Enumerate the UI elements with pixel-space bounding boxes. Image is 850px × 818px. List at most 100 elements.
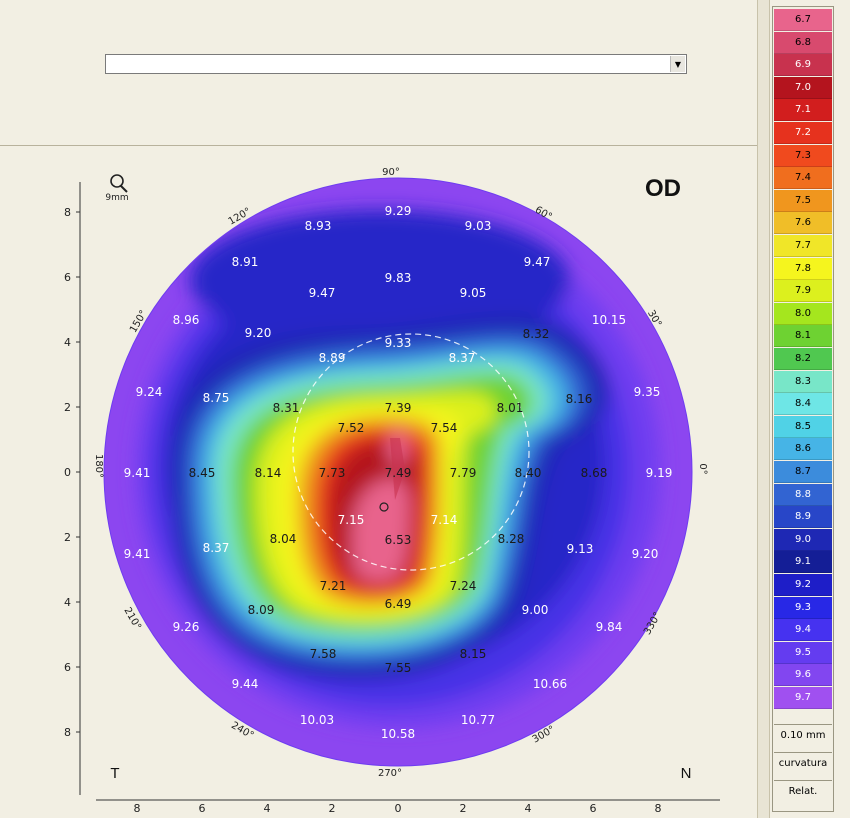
x-tick-label: 4 [525,802,532,815]
scale-swatch: 7.7 [774,235,832,257]
scale-swatch: 6.8 [774,31,832,54]
curvature-value: 8.93 [305,219,332,233]
relative-button[interactable]: Relat. [774,780,832,802]
scale-swatch: 8.4 [774,393,832,416]
curvature-value: 9.13 [567,542,594,556]
curvature-value: 7.52 [338,421,365,435]
curvature-values: 9.29 8.93 9.03 8.91 9.83 9.47 9.47 9.05 8.96 10.1… [124,204,673,741]
pupil-center-marker [379,502,389,512]
chevron-down-icon[interactable]: ▼ [670,56,685,72]
scale-swatch: 6.9 [774,54,832,77]
curvature-value: 9.33 [385,336,412,350]
curvature-value: 7.55 [385,661,412,675]
curvature-value: 8.91 [232,255,259,269]
scale-swatch: 8.0 [774,302,832,325]
angle-label: 180° [93,454,104,478]
scale-swatch: 7.4 [774,167,832,190]
curvature-value: 8.01 [497,401,524,415]
curvature-value: 8.75 [203,391,230,405]
scale-swatch: 7.9 [774,280,832,303]
window-edge [836,0,850,818]
curvature-value: 9.03 [465,219,492,233]
panel-divider [757,0,770,818]
scale-swatch: 7.1 [774,99,832,122]
curvature-value: 8.04 [270,532,297,546]
y-tick-label: 8 [64,206,71,219]
curvature-value: 8.37 [203,541,230,555]
curvature-value: 8.40 [515,466,542,480]
scale-swatch: 7.2 [774,122,832,144]
scale-swatch: 9.5 [774,641,832,664]
topography-panel: ▼ 8 6 4 2 0 2 4 6 8 [0,0,757,815]
magnifier-icon[interactable] [110,174,124,188]
curvature-value: 10.77 [461,713,495,727]
curvature-value: 10.66 [533,677,567,691]
curvature-value: 7.15 [338,513,365,527]
scale-swatch: 6.7 [774,9,832,31]
y-tick-label: 6 [64,661,71,674]
curvature-value: 9.84 [596,620,623,634]
scale-swatch: 9.3 [774,596,832,619]
curvature-value: 9.41 [124,466,151,480]
curvature-value: 9.47 [309,286,336,300]
y-tick-label: 4 [64,596,71,609]
curvature-value: 7.54 [431,421,458,435]
curvature-value: 8.45 [189,466,216,480]
curvature-value: 8.68 [581,466,608,480]
step-button[interactable]: 0.10 mm [774,724,832,746]
scale-swatch: 8.7 [774,461,832,483]
x-tick-label: 0 [395,802,402,815]
curvature-value: 9.20 [245,326,272,340]
curvature-value: 7.58 [310,647,337,661]
scale-swatch: 7.3 [774,144,832,167]
temporal-label: T [110,765,119,782]
curvature-value: 8.16 [566,392,593,406]
curvature-value: 7.39 [385,401,412,415]
curvature-value: 7.49 [385,466,412,480]
curvature-value: 8.31 [273,401,300,415]
curvature-value: 9.00 [522,603,549,617]
y-tick-label: 8 [64,726,71,739]
x-tick-label: 4 [264,802,271,815]
curvature-value: 8.09 [248,603,275,617]
curvature-value: 8.96 [173,313,200,327]
pupil-outline [292,333,530,571]
scale-swatch: 9.0 [774,528,832,551]
curvature-value: 9.83 [385,271,412,285]
scale-swatch: 9.2 [774,574,832,596]
curvature-value: 7.79 [450,466,477,480]
color-scale: 6.7 6.8 6.9 7.0 7.1 7.2 7.3 7.4 7.5 7.6 7.7 7.8 7.9 8… [772,6,834,812]
scale-swatch: 8.5 [774,415,832,438]
y-axis-ticks: 8 6 4 2 0 2 4 6 8 [64,206,80,739]
curvature-value: 6.49 [385,597,412,611]
curvature-value: 10.03 [300,713,334,727]
exam-select[interactable]: ▼ [105,54,687,74]
curvature-value: 7.21 [320,579,347,593]
y-tick-label: 6 [64,271,71,284]
y-tick-label: 2 [64,531,71,544]
scale-swatch: 7.6 [774,212,832,235]
scale-swatch: 7.0 [774,76,832,99]
x-tick-label: 8 [655,802,662,815]
curvature-value: 9.35 [634,385,661,399]
curvature-value: 9.26 [173,620,200,634]
curvature-value: 8.28 [498,532,525,546]
scale-swatch: 9.7 [774,687,832,709]
header-area: ▼ [0,0,757,146]
nasal-label: N [681,765,692,782]
mode-button[interactable]: curvatura [774,752,832,774]
scale-swatch: 8.1 [774,325,832,348]
curvature-value: 8.15 [460,647,487,661]
curvature-map: 8 6 4 2 0 2 4 6 8 8 6 4 2 0 2 4 6 8 [64,167,720,815]
curvature-disc [104,178,692,766]
x-tick-label: 2 [329,802,336,815]
zoom-control[interactable]: 9mm [105,174,129,203]
curvature-value: 9.20 [632,547,659,561]
scale-swatch: 8.9 [774,506,832,529]
scale-swatch: 8.3 [774,370,832,393]
curvature-value: 9.05 [460,286,487,300]
curvature-value: 7.14 [431,513,458,527]
scale-swatch: 9.6 [774,664,832,687]
y-tick-label: 0 [64,466,71,479]
scale-swatch: 9.4 [774,619,832,642]
